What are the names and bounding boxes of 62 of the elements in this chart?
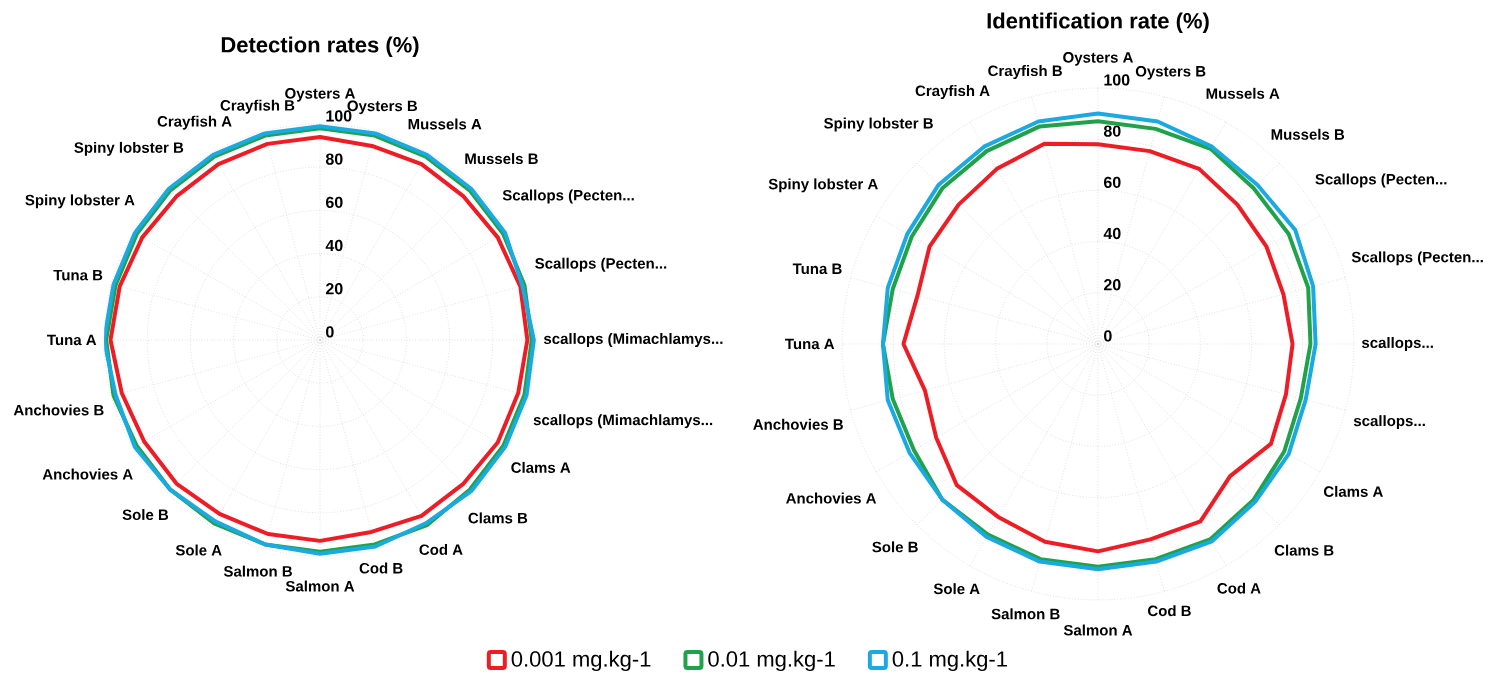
spoke-label: Salmon A bbox=[1063, 624, 1133, 636]
spoke-label: Cod A bbox=[1217, 582, 1261, 594]
spoke-label: scallops (Mimachlamys... bbox=[533, 414, 713, 429]
spoke-label: scallops... bbox=[1353, 415, 1425, 430]
spoke-label: Sole B bbox=[872, 541, 918, 553]
spoke-label: Cod A bbox=[419, 544, 463, 556]
y-tick-label: 80 bbox=[325, 153, 343, 165]
y-tick-label: 60 bbox=[326, 196, 343, 208]
spoke-label: Salmon B bbox=[223, 565, 292, 577]
spoke-label: Crayfish A bbox=[915, 85, 990, 100]
legend-label: 0.001 mg.kg-1 bbox=[511, 650, 651, 672]
spoke-label: Spiny lobster B bbox=[824, 117, 933, 132]
spoke-label: Cod B bbox=[359, 562, 403, 574]
y-tick-label: 80 bbox=[1103, 125, 1121, 137]
spoke-label: Clams A bbox=[511, 461, 571, 473]
y-tick-label: 100 bbox=[1104, 74, 1130, 86]
spoke-label: Sole B bbox=[122, 509, 169, 521]
spoke-label: Crayfish B bbox=[220, 99, 295, 114]
y-tick-label: 0 bbox=[1104, 330, 1112, 342]
spoke-label: Tuna B bbox=[792, 263, 842, 275]
spoke-label: Mussels A bbox=[1206, 87, 1280, 99]
spoke-label: Scallops (Pecten... bbox=[1351, 251, 1483, 266]
spoke-label: scallops... bbox=[1361, 337, 1433, 351]
spoke-label: Scallops (Pecten... bbox=[1315, 173, 1447, 188]
spoke-label: Spiny lobster A bbox=[25, 194, 135, 209]
spoke-label: Anchovies B bbox=[13, 404, 104, 416]
spoke-label: Salmon B bbox=[991, 608, 1060, 620]
spoke-label: Anchovies A bbox=[786, 492, 877, 504]
spoke-label: Tuna B bbox=[53, 269, 103, 281]
spoke-label: Mussels B bbox=[1271, 128, 1345, 140]
spoke-label: Salmon A bbox=[285, 580, 355, 592]
spoke-label: scallops (Mimachlamys... bbox=[543, 333, 723, 347]
spoke-label: Tuna A bbox=[47, 334, 97, 346]
y-tick-label: 20 bbox=[1103, 279, 1121, 291]
spoke-label: Scallops (Pecten... bbox=[535, 257, 667, 272]
spoke-label: Scallops (Pecten... bbox=[502, 189, 634, 204]
spoke-label: Clams A bbox=[1323, 485, 1383, 497]
spoke-label: Oysters A bbox=[1063, 52, 1134, 66]
y-tick-label: 0 bbox=[326, 326, 334, 338]
spoke-label: Crayfish A bbox=[157, 115, 232, 130]
spoke-label: Oysters B bbox=[1135, 65, 1206, 80]
y-tick-label: 40 bbox=[1103, 227, 1121, 240]
spoke-label: Spiny lobster B bbox=[74, 141, 184, 156]
y-tick-label: 20 bbox=[325, 283, 343, 295]
spoke-label: Sole A bbox=[933, 583, 980, 595]
legend-label: 0.01 mg.kg-1 bbox=[708, 650, 835, 672]
spoke-label: Mussels B bbox=[465, 153, 538, 165]
spoke-label: Spiny lobster A bbox=[768, 178, 878, 193]
legend-label: 0.1 mg.kg-1 bbox=[892, 650, 1007, 672]
y-tick-label: 40 bbox=[325, 239, 343, 252]
spoke-label: Sole A bbox=[175, 544, 222, 556]
chart-title: Detection rates (%) bbox=[221, 36, 419, 57]
y-tick-label: 60 bbox=[1104, 176, 1121, 188]
chart-title: Identification rate (%) bbox=[987, 12, 1209, 33]
spoke-label: Cod B bbox=[1148, 605, 1191, 617]
spoke-label: Anchovies B bbox=[753, 418, 843, 430]
spoke-label: Clams B bbox=[468, 512, 528, 524]
spoke-label: Crayfish B bbox=[988, 65, 1062, 80]
spoke-label: Tuna A bbox=[785, 338, 835, 350]
spoke-label: Mussels A bbox=[408, 118, 482, 130]
spoke-label: Clams B bbox=[1274, 544, 1334, 556]
spoke-label: Anchovies A bbox=[42, 468, 133, 480]
